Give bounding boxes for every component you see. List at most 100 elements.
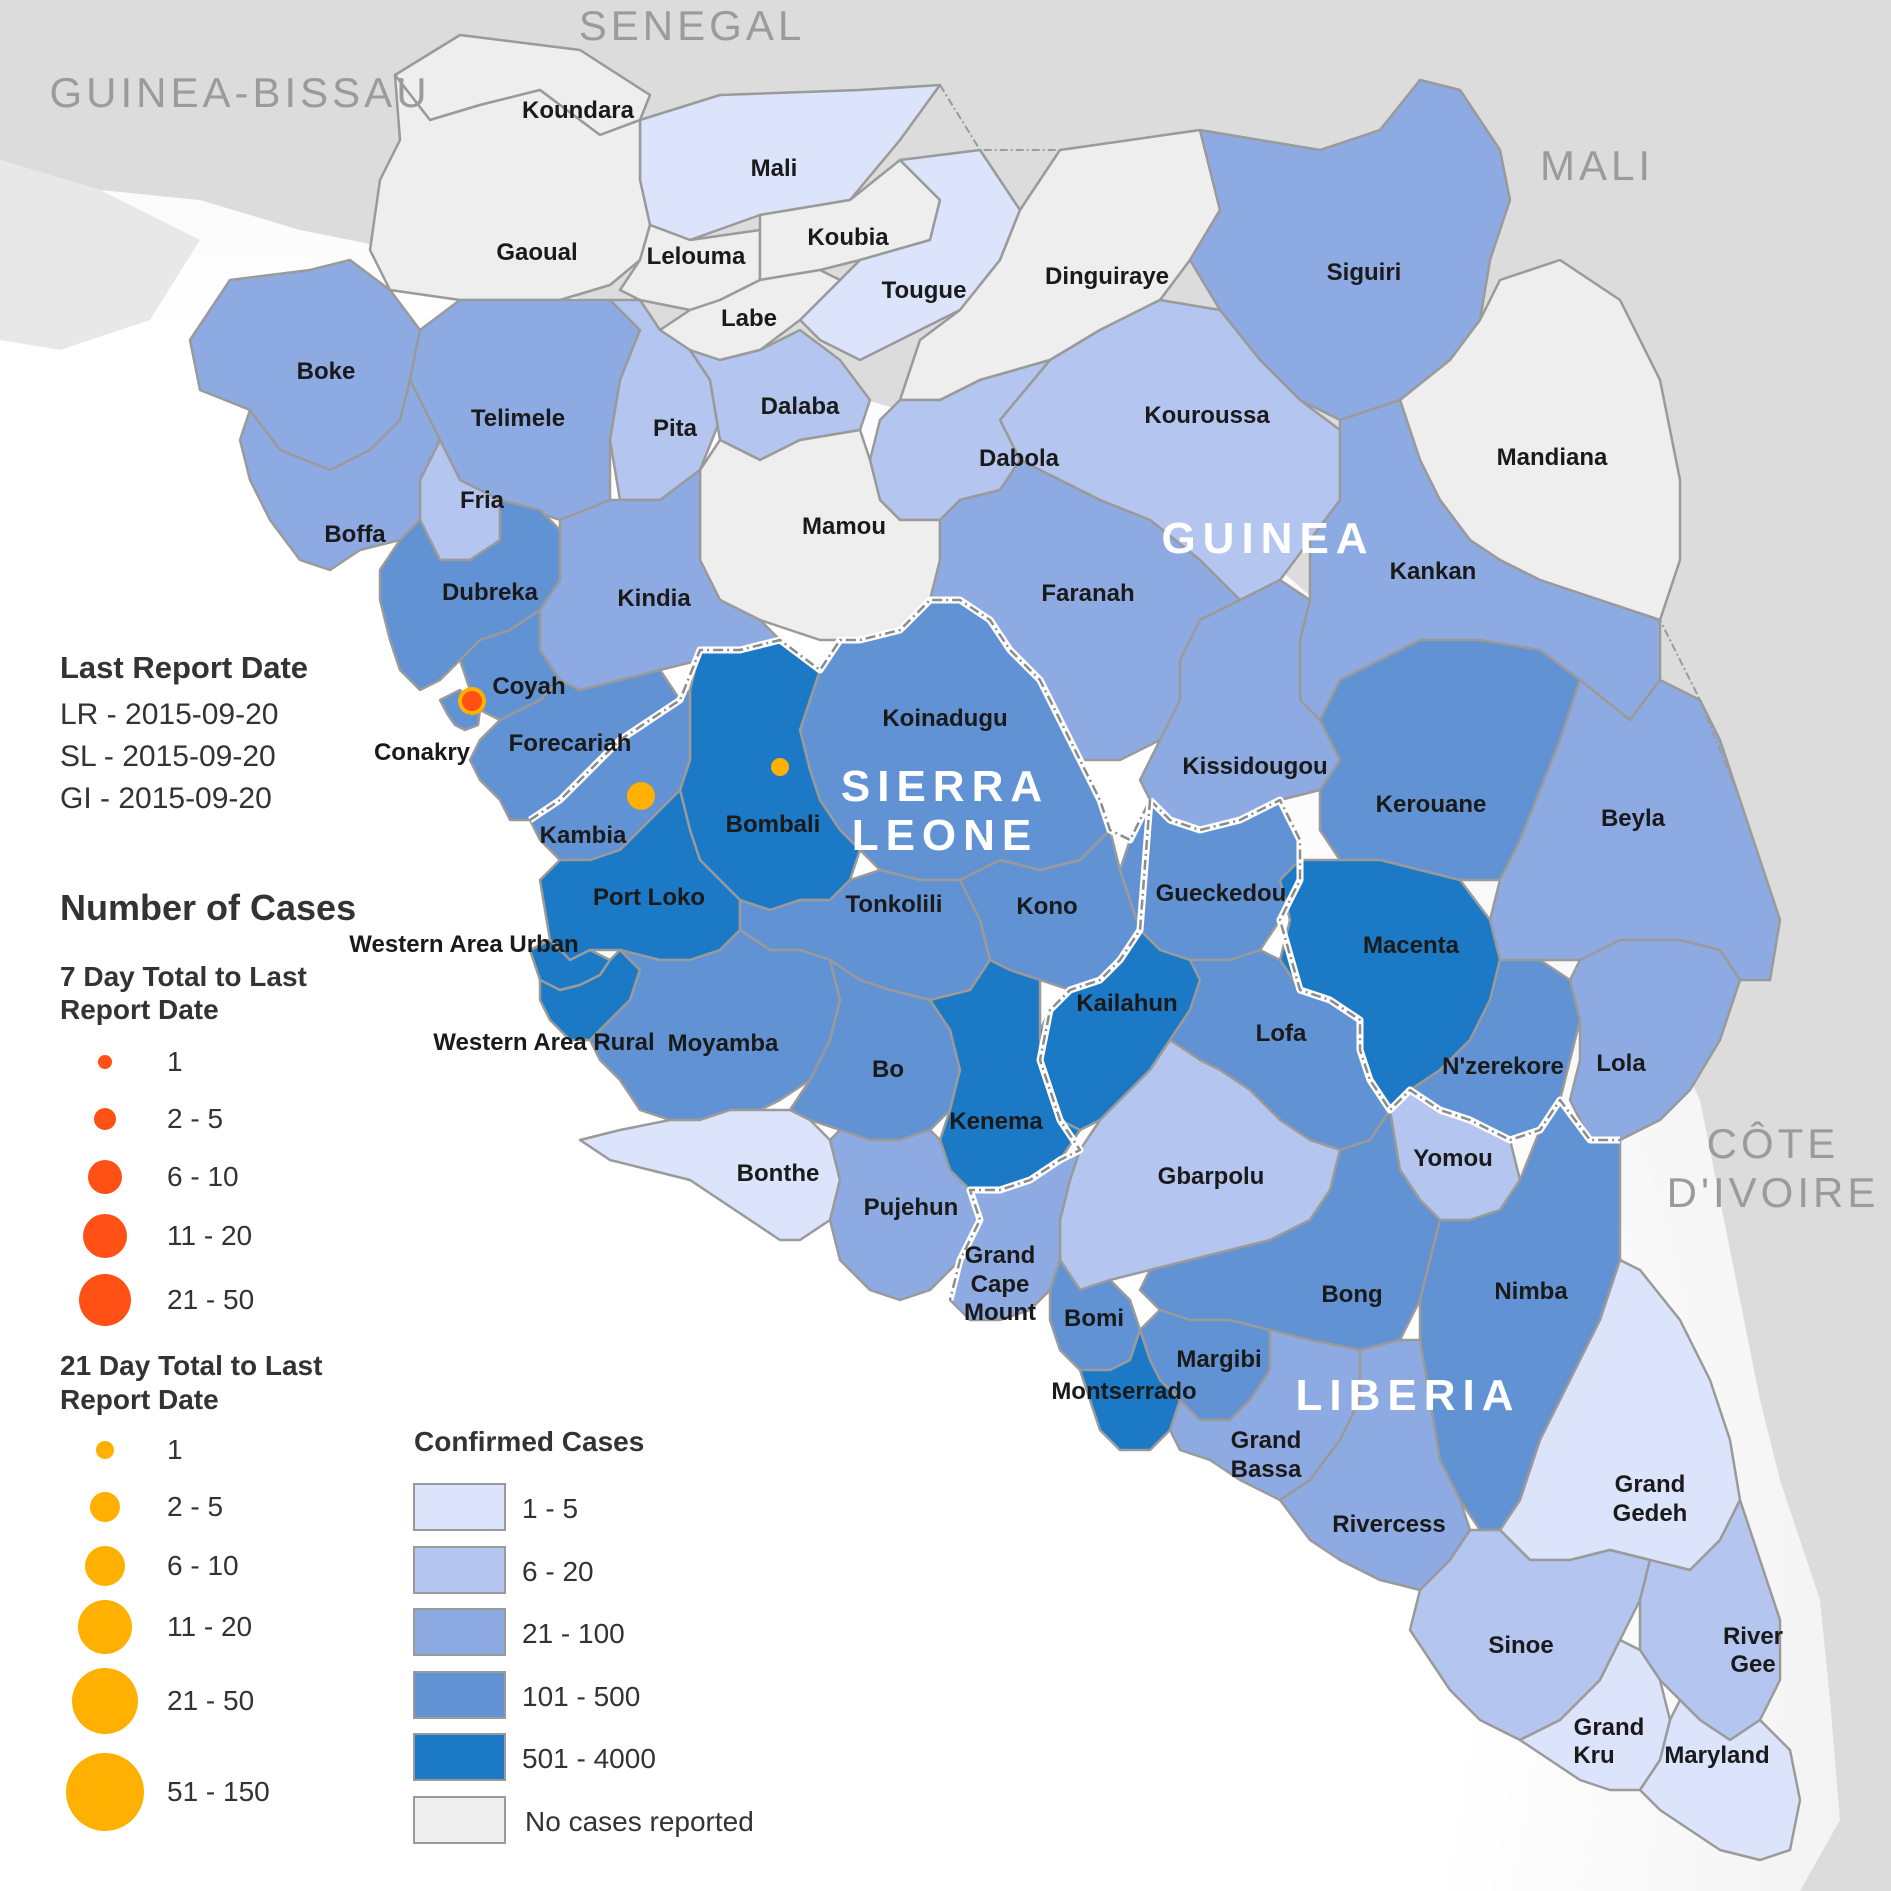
legend-21day-label: 6 - 10 <box>167 1550 239 1581</box>
label-liberia: LIBERIA <box>1296 1371 1521 1420</box>
district-label: Faranah <box>1041 580 1134 607</box>
legend-last-report-gi: GI - 2015-09-20 <box>60 782 272 815</box>
legend-confirmed-label: 6 - 20 <box>522 1556 594 1587</box>
legend-last-report: Last Report Date LR - 2015-09-20 SL - 20… <box>60 650 308 815</box>
marker-21-day-kambia[interactable] <box>627 782 655 810</box>
legend-swatch <box>413 1671 506 1719</box>
neighbor-land-fade <box>0 160 200 350</box>
district-label: Koubia <box>807 224 889 251</box>
district-sinoe[interactable] <box>1408 1528 1652 1742</box>
district-label: Conakry <box>374 739 471 766</box>
district-label: Kouroussa <box>1144 402 1270 429</box>
district-label: Dabola <box>979 445 1060 472</box>
legend-21day-label: 1 <box>167 1434 183 1465</box>
label-guinea: GUINEA <box>1161 514 1374 563</box>
district-label: N'zerekore <box>1442 1053 1564 1080</box>
legend-confirmed-label: 501 - 4000 <box>522 1743 656 1774</box>
district-label: Tougue <box>882 277 967 304</box>
district-label: Boke <box>297 358 356 385</box>
district-label: Grand <box>1231 1427 1302 1454</box>
border-guinea-sierra-leone-line <box>529 598 1152 842</box>
district-port-loko[interactable] <box>538 788 742 962</box>
report-markers <box>458 687 789 810</box>
legend-7day-circle <box>94 1108 116 1130</box>
legend-last-report-sl: SL - 2015-09-20 <box>60 740 276 773</box>
district-label: Pita <box>653 415 698 442</box>
districts-layer <box>188 33 1802 1862</box>
legend-confirmed-label: 21 - 100 <box>522 1618 625 1649</box>
district-label: Dinguiraye <box>1045 263 1169 290</box>
district-label: Kissidougou <box>1182 753 1327 780</box>
district-label: Kindia <box>617 585 691 612</box>
district-label: Koundara <box>522 97 635 124</box>
district-label: Koinadugu <box>882 705 1007 732</box>
district-label: Kono <box>1016 893 1077 920</box>
district-label: Margibi <box>1176 1346 1261 1373</box>
border-guinea-liberia-line <box>1149 798 1620 1142</box>
district-label: Mount <box>964 1299 1036 1326</box>
legend-7day-label: 21 - 50 <box>167 1284 254 1315</box>
district-label: Maryland <box>1664 1742 1769 1769</box>
district-label: Mali <box>751 155 798 182</box>
district-lola[interactable] <box>1568 938 1742 1142</box>
district-kenema[interactable] <box>928 958 1082 1192</box>
legend-swatch <box>413 1733 506 1781</box>
legend-21day-circle <box>96 1441 114 1459</box>
district-label: Tonkolili <box>846 891 943 918</box>
legend-swatch <box>413 1796 506 1844</box>
district-label: Beyla <box>1601 805 1666 832</box>
district-label: Kerouane <box>1376 791 1487 818</box>
legend-21day-circle <box>66 1753 144 1831</box>
border-guinea-cote-divoire <box>1658 379 1782 981</box>
legend-7day-label: 6 - 10 <box>167 1161 239 1192</box>
district-label: Rivercess <box>1332 1511 1445 1538</box>
district-label: Mamou <box>802 513 886 540</box>
legend-21day-label: 51 - 150 <box>167 1776 270 1807</box>
district-label: Boffa <box>324 521 386 548</box>
border-guinea-mali <box>939 78 1461 152</box>
neighbor-labels: SENEGAL GUINEA-BISSAU MALI CÔTE D'IVOIRE <box>49 2 1880 1216</box>
district-label: Kailahun <box>1076 990 1177 1017</box>
legend-7day-label: 1 <box>167 1046 183 1077</box>
border-sierra-leone-liberia-line <box>948 799 1152 1301</box>
district-label: Bong <box>1321 1281 1382 1308</box>
district-labels: Koundara Mali Gaoual Lelouma Koubia Toug… <box>297 97 1783 1769</box>
legend-21day-circle <box>90 1492 120 1522</box>
legend-7day-circle <box>83 1214 127 1258</box>
district-label: Siguiri <box>1327 259 1402 286</box>
district-label: Nimba <box>1494 1278 1568 1305</box>
district-label: Coyah <box>492 673 565 700</box>
district-label: Kankan <box>1390 558 1477 585</box>
legend-7day-circle <box>88 1160 122 1194</box>
legend-last-report-lr: LR - 2015-09-20 <box>60 698 278 731</box>
district-label: Yomou <box>1413 1145 1493 1172</box>
district-label: Mandiana <box>1497 444 1608 471</box>
label-divoire: D'IVOIRE <box>1667 1169 1880 1216</box>
district-label: Lelouma <box>647 243 746 270</box>
marker-21-day-bombali[interactable] <box>771 758 789 776</box>
district-label: Gedeh <box>1613 1500 1688 1527</box>
legend-7day-circle <box>79 1274 131 1326</box>
district-label: Pujehun <box>864 1194 959 1221</box>
district-label: Gaoual <box>496 239 577 266</box>
marker-7-day-conakry[interactable] <box>460 689 484 713</box>
district-label: River <box>1723 1623 1783 1650</box>
label-leone: LEONE <box>852 811 1039 860</box>
district-maryland[interactable] <box>1638 1698 1802 1862</box>
district-rivercess[interactable] <box>1278 1338 1472 1592</box>
district-moyamba[interactable] <box>588 928 842 1122</box>
district-label: Bo <box>872 1056 904 1083</box>
district-label: Montserrado <box>1051 1378 1196 1405</box>
legend-7day-circle <box>98 1055 112 1069</box>
district-label: Kenema <box>949 1108 1043 1135</box>
district-label: Gbarpolu <box>1158 1163 1265 1190</box>
district-dalaba[interactable] <box>688 328 872 462</box>
legend-21day-title-2: Report Date <box>60 1384 219 1415</box>
legend-7day-title-2: Report Date <box>60 994 219 1025</box>
district-label: Sinoe <box>1488 1632 1553 1659</box>
district-label: Forecariah <box>509 730 632 757</box>
label-guinea-bissau: GUINEA-BISSAU <box>49 69 430 116</box>
legend-21day-title: 21 Day Total to Last <box>60 1350 322 1381</box>
district-label: Bombali <box>726 811 821 838</box>
